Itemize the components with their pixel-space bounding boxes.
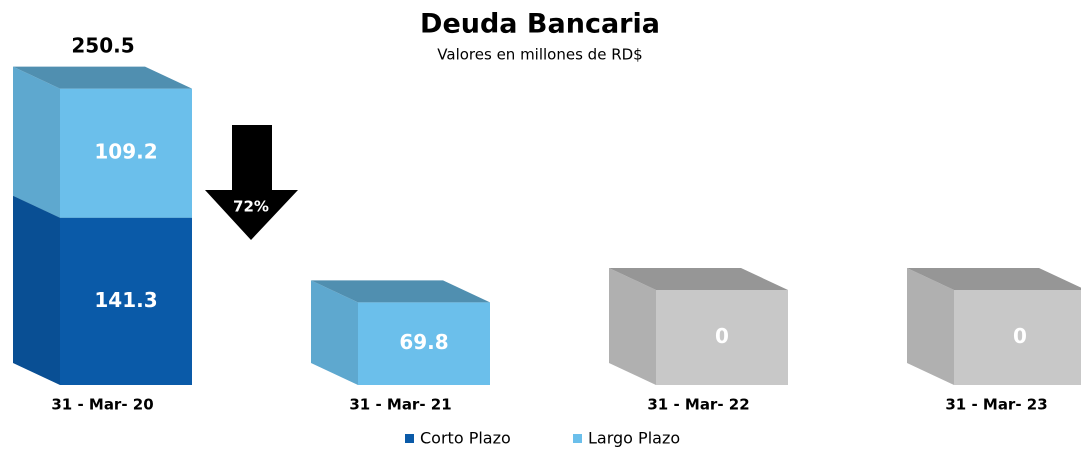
bar [907, 268, 1081, 385]
bar-side [907, 268, 954, 385]
bar-front [60, 217, 192, 385]
bar-top [13, 66, 192, 89]
bar-top [907, 268, 1081, 290]
bar-front [60, 88, 192, 218]
bar-front [656, 290, 788, 385]
bar-side [13, 195, 60, 385]
bar-front [358, 302, 490, 385]
legend-label: Largo Plazo [588, 429, 680, 448]
value-label: 141.3 [94, 288, 157, 312]
x-tick-label: 31 - Mar- 22 [647, 396, 749, 414]
x-tick-label: 31 - Mar- 20 [51, 396, 153, 414]
chart-subtitle: Valores en millones de RD$ [437, 46, 642, 64]
change-arrow [205, 125, 298, 240]
change-label: 72% [233, 198, 269, 216]
bar-top [311, 280, 490, 303]
value-label: 109.2 [94, 140, 157, 164]
legend-swatch [573, 434, 582, 443]
legend-swatch [405, 434, 414, 443]
value-label: 0 [1013, 324, 1027, 348]
bar-top [609, 268, 788, 290]
value-label: 69.8 [399, 330, 448, 354]
bar-side [13, 66, 60, 218]
bar-front [954, 290, 1081, 385]
x-tick-label: 31 - Mar- 23 [945, 396, 1047, 414]
bar [609, 268, 788, 385]
bar-side [609, 268, 656, 385]
total-label: 250.5 [71, 34, 134, 58]
bar [13, 66, 192, 218]
value-label: 0 [715, 324, 729, 348]
x-tick-label: 31 - Mar- 21 [349, 396, 451, 414]
legend-label: Corto Plazo [420, 429, 511, 448]
chart-title: Deuda Bancaria [420, 9, 660, 40]
bar-side [311, 280, 358, 385]
bar [311, 280, 490, 385]
